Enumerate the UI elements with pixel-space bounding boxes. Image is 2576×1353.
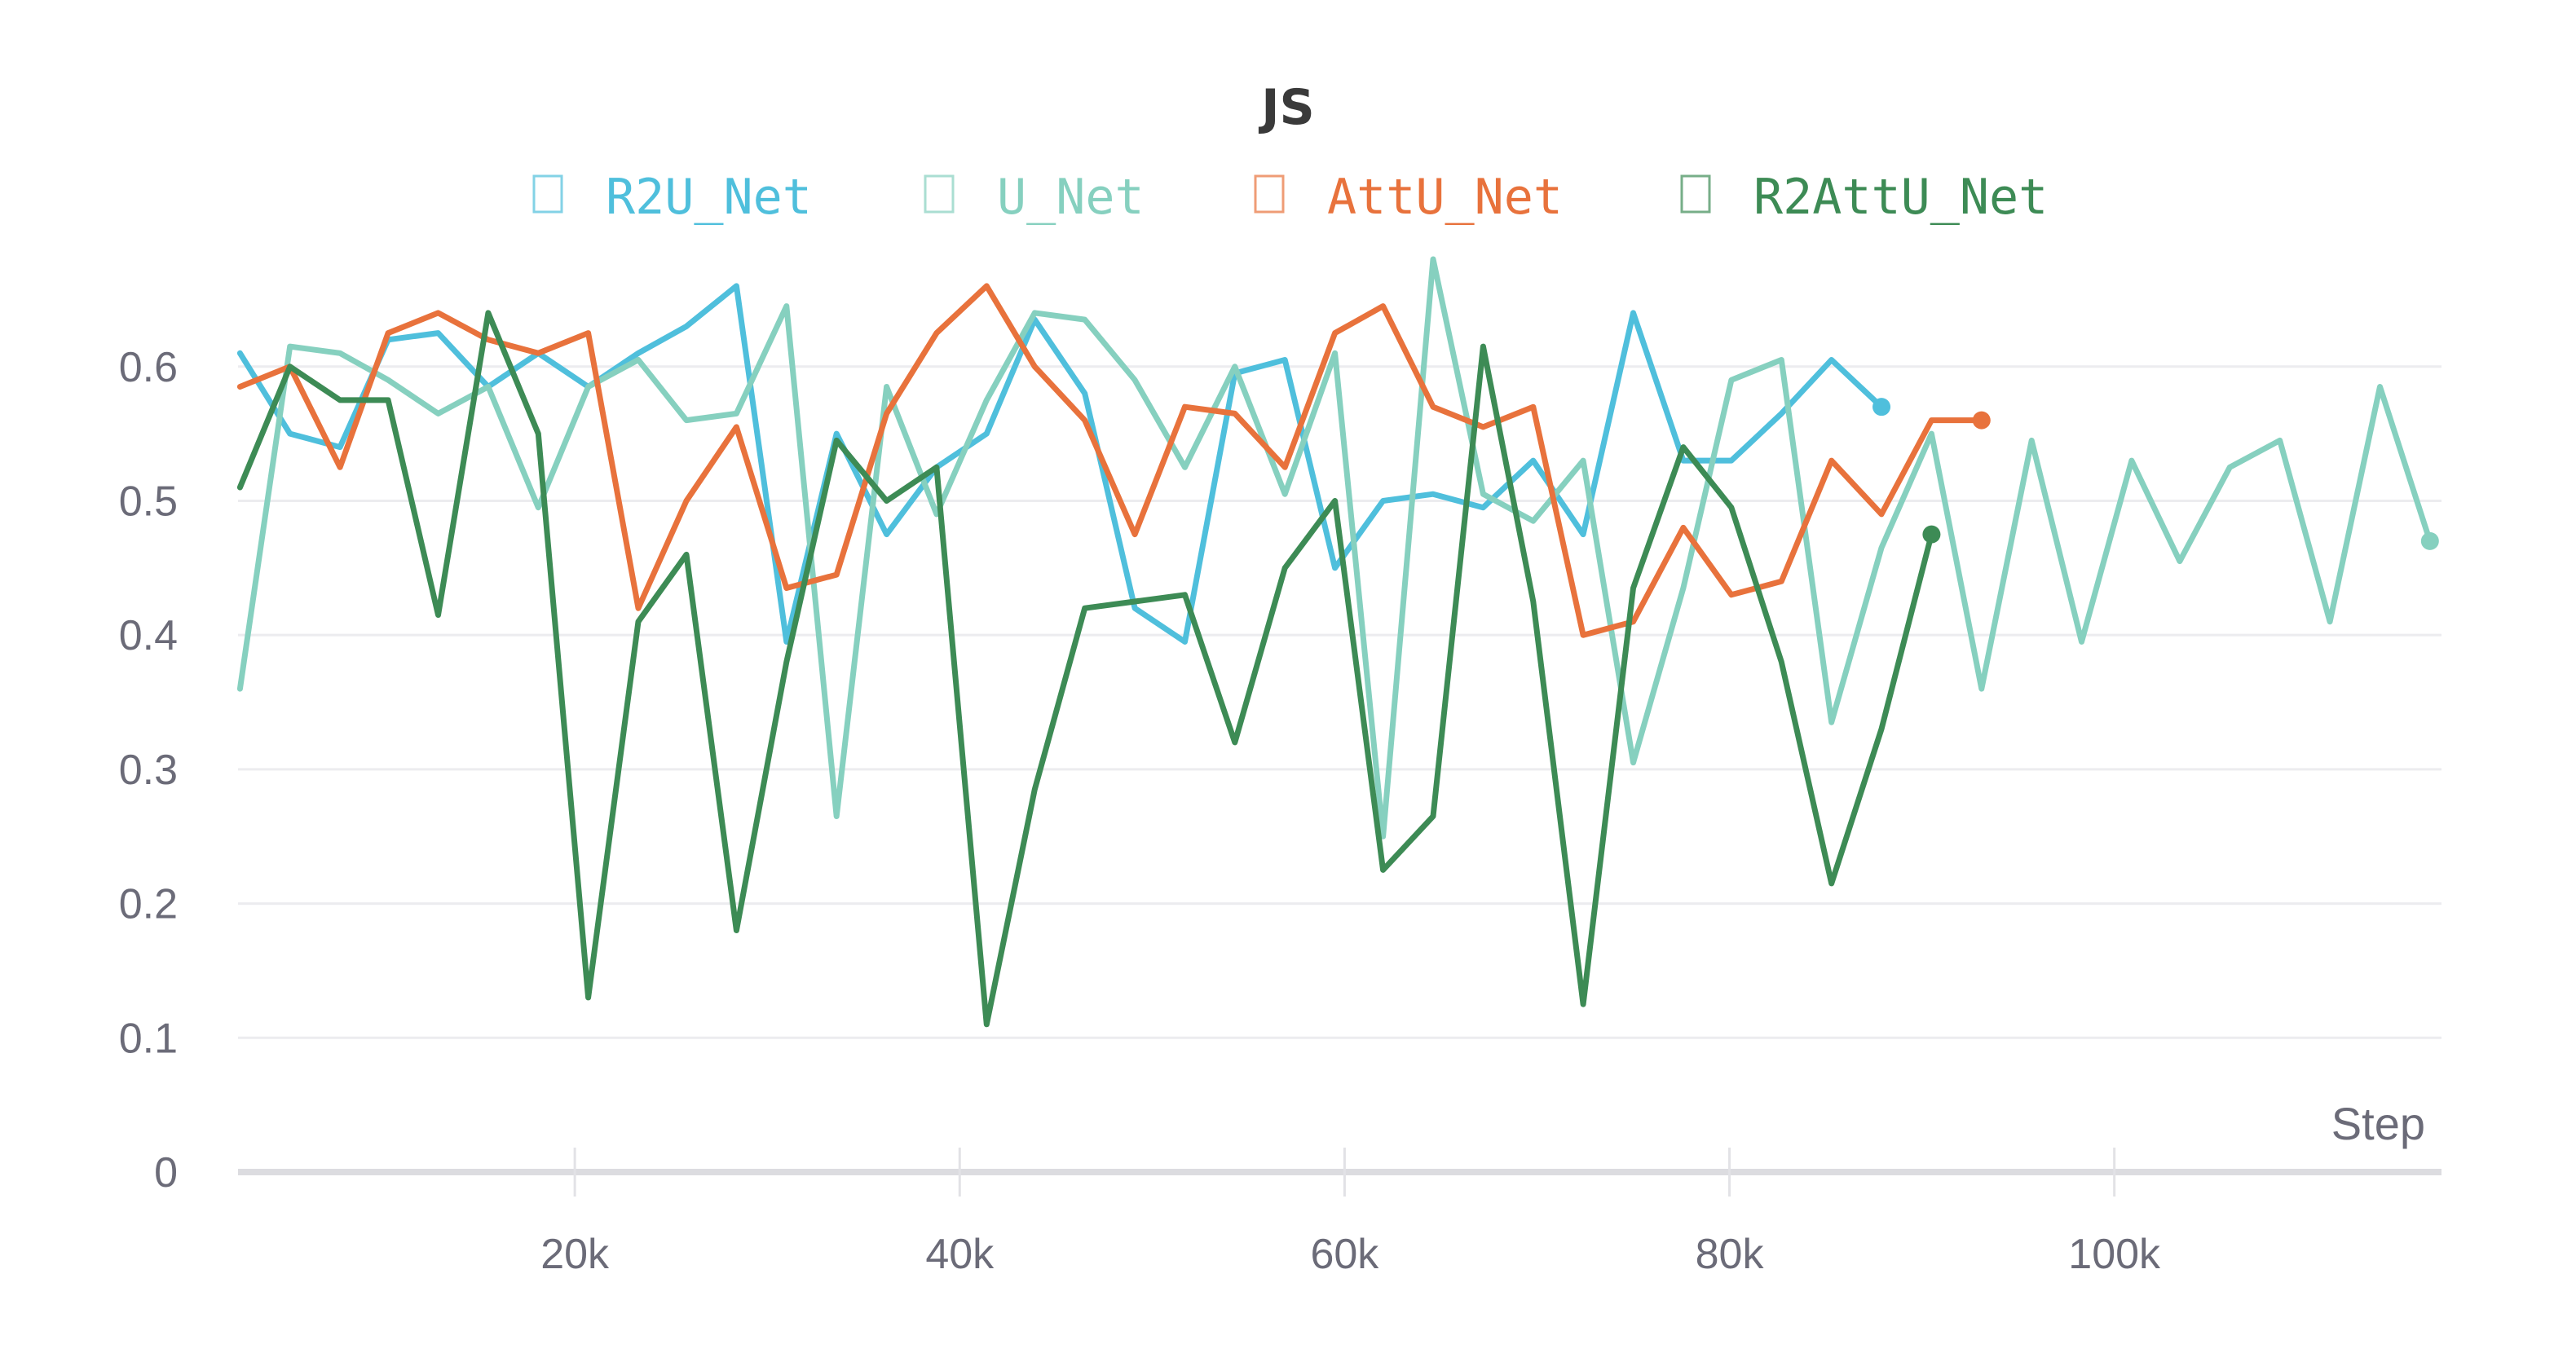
legend-item[interactable]: R2AttU_Net — [1680, 169, 2048, 226]
legend-swatch — [1680, 174, 1711, 214]
legend-item[interactable]: AttU_Net — [1254, 169, 1563, 226]
legend-swatch — [1254, 174, 1285, 214]
legend-label: R2AttU_Net — [1753, 169, 2048, 226]
legend-item[interactable]: U_Net — [924, 169, 1145, 226]
series-end-point — [1922, 525, 1941, 544]
series-end-point — [2420, 531, 2439, 550]
legend-item[interactable]: R2U_Net — [532, 169, 812, 226]
series-r2attu-net — [236, 310, 1941, 1028]
y-tick-label: 0.3 — [119, 747, 178, 794]
legend-label: U_Net — [997, 169, 1145, 226]
y-axis: 0 0.1 0.2 0.3 0.4 0.5 0.6 — [119, 344, 178, 1197]
series-u-net — [236, 256, 2439, 840]
x-tick-label: 20k — [540, 1231, 610, 1278]
y-tick-label: 0.4 — [119, 612, 178, 659]
legend: R2U_Net U_Net AttU_Net R2AttU_Net — [532, 169, 2048, 226]
series-attu-net — [236, 283, 1991, 638]
y-tick-label: 0 — [154, 1149, 178, 1197]
legend-label: R2U_Net — [606, 169, 812, 226]
series-line — [236, 256, 2433, 840]
x-tick-label: 40k — [925, 1231, 995, 1278]
y-tick-label: 0.6 — [119, 344, 178, 391]
y-tick-label: 0.1 — [119, 1015, 178, 1062]
grid-lines — [238, 365, 2441, 1039]
y-tick-label: 0.5 — [119, 478, 178, 525]
x-tick-label: 100k — [2068, 1231, 2161, 1278]
x-tick-label: 60k — [1310, 1231, 1379, 1278]
series-group — [236, 256, 2439, 1028]
x-axis: 20k 40k 60k 80k 100k — [238, 1148, 2441, 1278]
legend-swatch — [532, 174, 563, 214]
series-end-point — [1972, 411, 1991, 430]
chart-title: JS — [1258, 79, 1315, 136]
series-line — [236, 283, 1985, 638]
x-tick-label: 80k — [1696, 1231, 1765, 1278]
series-line — [236, 310, 1934, 1028]
legend-label: AttU_Net — [1327, 169, 1563, 226]
x-axis-title: Step — [2331, 1098, 2425, 1149]
series-end-point — [1872, 398, 1891, 416]
legend-swatch — [924, 174, 955, 214]
y-tick-label: 0.2 — [119, 881, 178, 928]
